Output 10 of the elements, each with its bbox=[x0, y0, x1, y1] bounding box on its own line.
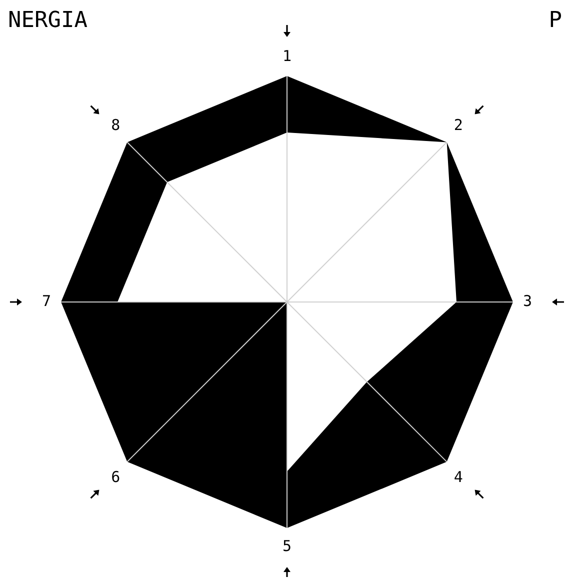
spoke-label: 7 bbox=[42, 292, 51, 310]
spoke-label: 8 bbox=[111, 116, 120, 134]
spoke-label: 5 bbox=[282, 536, 292, 555]
text: P bbox=[548, 8, 562, 33]
spoke-label: 1 bbox=[282, 46, 292, 65]
chart-title: NERGIA bbox=[8, 8, 88, 33]
spoke-label: 6 bbox=[111, 468, 120, 486]
spoke-label: 4 bbox=[454, 468, 463, 486]
spoke-label: 2 bbox=[454, 116, 463, 134]
spoke-label: 3 bbox=[523, 292, 532, 310]
